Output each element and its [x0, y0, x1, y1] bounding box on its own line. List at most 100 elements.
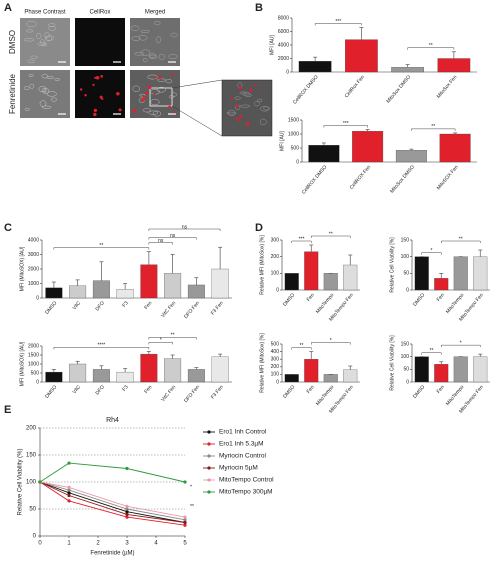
x-tick-label: DMSO — [282, 384, 296, 399]
cell — [23, 86, 30, 91]
cell — [142, 58, 148, 63]
cell — [149, 54, 158, 60]
y-axis-label: Relative Cell Viability [%] — [389, 335, 395, 391]
x-tick-label: 0 — [38, 541, 42, 547]
cell — [234, 96, 241, 100]
bar — [164, 273, 182, 299]
zoom-line — [171, 79, 223, 89]
cell — [158, 53, 165, 60]
panel-letter: B — [255, 2, 263, 14]
x-tick-label: MitoTempo — [315, 292, 335, 315]
significance-label: * — [460, 340, 462, 346]
bar — [473, 356, 488, 383]
cell — [130, 25, 140, 31]
x-tick-label: DFO — [95, 300, 106, 312]
cell — [154, 20, 161, 25]
y-tick-label: 150 — [26, 453, 37, 459]
panel-letter: C — [4, 222, 12, 234]
x-tick-label: MitoTempo — [445, 292, 465, 315]
point — [125, 515, 129, 519]
y-axis-label: Relative MFI (MitoSox) [%] — [259, 333, 265, 393]
bar — [453, 356, 468, 383]
bar — [116, 371, 134, 383]
cell — [46, 75, 54, 79]
y-tick-label: 1000 — [288, 131, 299, 137]
y-tick-label: 2000 — [28, 343, 39, 349]
x-tick-label: F3 Fen — [210, 300, 225, 316]
x-tick-label: F3 — [121, 384, 129, 392]
series-line — [39, 481, 186, 521]
significance-label: ns — [158, 238, 164, 244]
significance-bracket — [441, 240, 481, 243]
significance-label: * — [431, 248, 433, 254]
cell — [131, 35, 141, 42]
point — [67, 493, 71, 498]
legend-label: Ero1 Inh 5.3µM — [219, 441, 264, 448]
zoom-box — [149, 87, 173, 107]
cell — [139, 93, 146, 97]
cell — [150, 99, 160, 106]
bar — [323, 273, 338, 291]
cell — [140, 49, 151, 56]
bar — [140, 264, 158, 299]
significance-bracket — [148, 337, 197, 340]
y-tick-label: 100 — [401, 354, 410, 360]
bar — [92, 280, 110, 299]
x-tick-label: Fen — [143, 300, 153, 311]
red-signal — [116, 92, 120, 96]
significance-bracket — [407, 47, 455, 50]
red-signal — [93, 108, 98, 112]
x-tick-label: F3 — [121, 300, 129, 308]
y-tick-label: 50 — [403, 271, 409, 277]
cell — [51, 97, 58, 102]
y-tick-label: 8000 — [278, 15, 289, 21]
legend-marker — [207, 442, 211, 446]
cell — [165, 79, 173, 84]
cell — [29, 83, 35, 89]
bar — [391, 67, 424, 73]
image-merged-dmso — [130, 18, 180, 66]
red-signal — [147, 85, 152, 89]
point — [125, 512, 129, 517]
bar — [352, 131, 384, 163]
cell — [36, 32, 42, 40]
cell — [240, 104, 251, 108]
y-tick-label: 0 — [36, 379, 39, 385]
x-tick-label: Fen — [306, 384, 316, 395]
y-tick-label: 300 — [271, 357, 280, 363]
cell — [226, 111, 237, 115]
cell — [239, 91, 247, 95]
cell — [37, 42, 46, 46]
bar — [304, 251, 319, 291]
red-signal — [158, 75, 162, 79]
x-tick-label: MitoTempo — [445, 384, 465, 407]
y-tick-label: 0 — [406, 287, 409, 293]
bar — [395, 150, 427, 163]
x-tick-label: CellROX DMSO — [292, 74, 320, 105]
cell — [138, 35, 148, 41]
y-tick-label: 0 — [296, 159, 299, 165]
x-tick-label: 5 — [183, 541, 187, 547]
cell — [46, 91, 57, 97]
bar — [343, 264, 358, 291]
bar — [116, 289, 134, 299]
red-signal — [84, 94, 87, 97]
point — [183, 518, 187, 522]
bar — [345, 39, 378, 73]
y-tick-label: 100 — [26, 480, 37, 486]
cell — [38, 86, 47, 93]
red-signal — [118, 108, 122, 112]
y-tick-label: 300 — [271, 237, 280, 243]
significance-label: ** — [190, 504, 194, 510]
x-tick-label: DMSO — [412, 384, 426, 399]
point — [183, 480, 187, 484]
cell — [260, 106, 270, 112]
y-tick-label: 500 — [291, 145, 300, 151]
y-axis-label: MFI (MitoSOX) [AU] — [19, 246, 25, 291]
red-signal — [142, 95, 146, 99]
cell — [48, 26, 57, 31]
bar — [439, 133, 471, 163]
significance-bracket — [291, 347, 312, 350]
cell — [23, 38, 35, 42]
